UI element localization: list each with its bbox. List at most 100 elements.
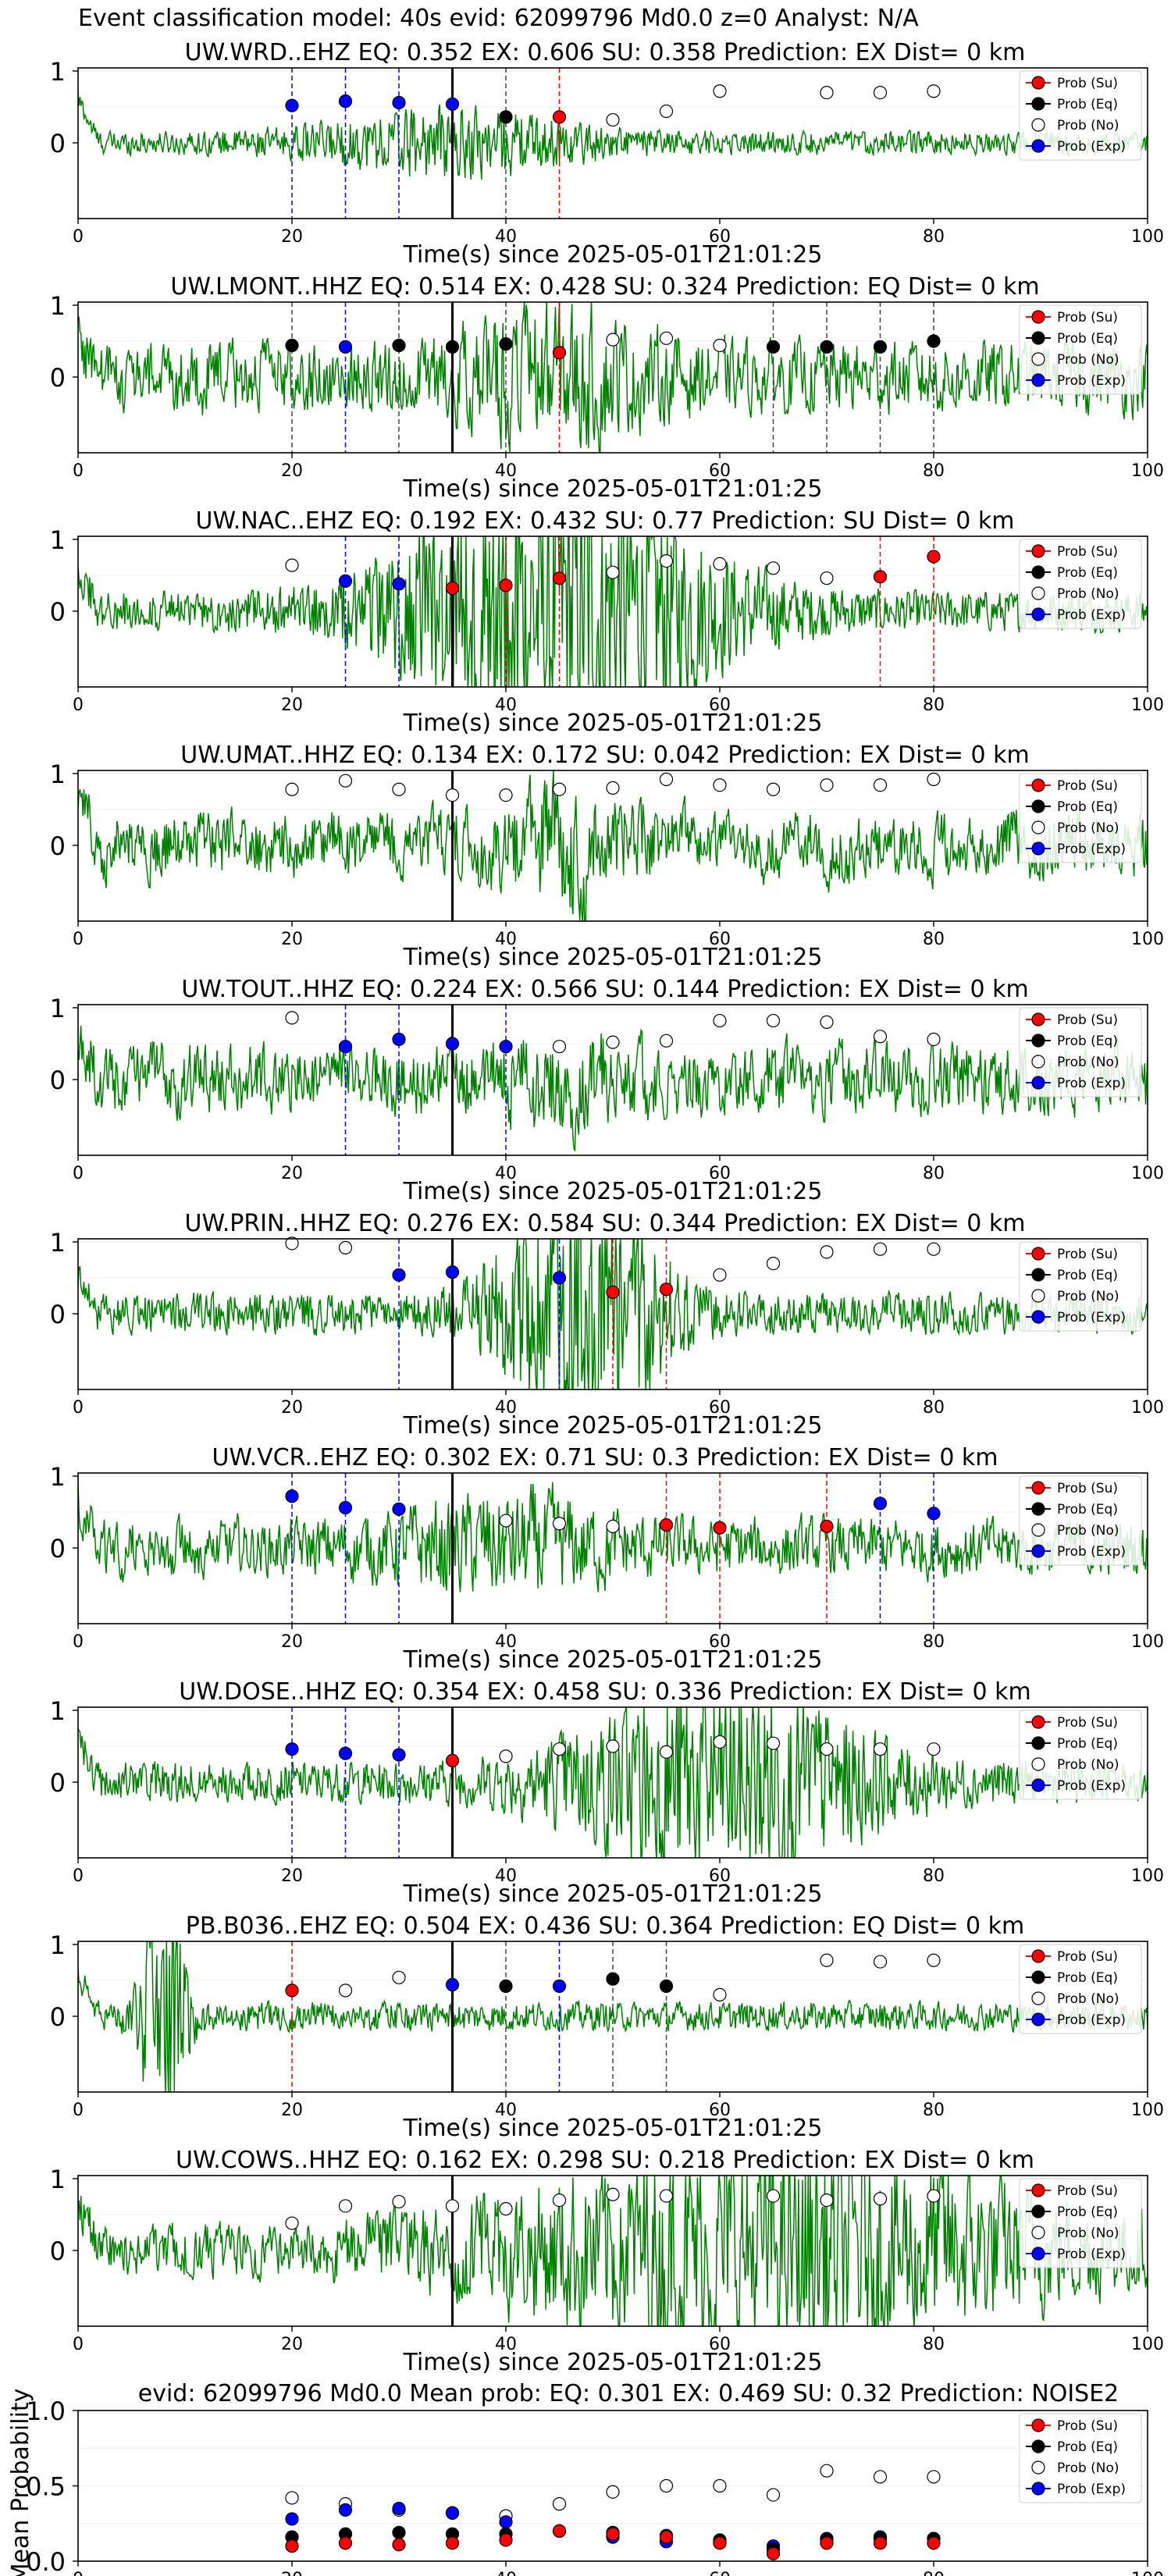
legend-marker: [1031, 1736, 1045, 1750]
prob-point-no: [659, 772, 674, 786]
station-panel: PB.B036..EHZ EQ: 0.504 EX: 0.436 SU: 0.3…: [50, 1912, 1164, 2142]
mean-point-su: [659, 2530, 674, 2544]
prob-point-exp: [338, 1500, 353, 1515]
mean-point-su: [445, 2536, 460, 2550]
mean-point-no: [713, 2478, 727, 2493]
x-tick-label: 20: [281, 2335, 303, 2354]
x-tick-label: 20: [281, 2570, 303, 2576]
prob-point-no: [659, 104, 674, 119]
mean-point-su: [606, 2527, 620, 2541]
legend-label: Prob (Eq): [1057, 1970, 1118, 1986]
legend-label: Prob (No): [1057, 1289, 1119, 1304]
x-tick-label: 0: [73, 1632, 84, 1652]
x-tick-label: 0: [73, 227, 84, 247]
legend-box: [1019, 539, 1142, 629]
legend-marker: [1031, 2012, 1045, 2026]
panel-title: UW.NAC..EHZ EQ: 0.192 EX: 0.432 SU: 0.77…: [196, 507, 1015, 535]
prob-point-no: [499, 1749, 513, 1763]
y-tick-label: 0.0: [26, 2547, 66, 2576]
mean-point-exp: [445, 2506, 460, 2520]
prob-point-exp: [338, 1040, 353, 1054]
mean-point-no: [927, 2470, 941, 2484]
prob-point-exp: [392, 1502, 406, 1516]
panel-title: PB.B036..EHZ EQ: 0.504 EX: 0.436 SU: 0.3…: [186, 1912, 1025, 1940]
x-tick-label: 40: [495, 1398, 517, 1418]
waveform-trace: [78, 2176, 1148, 2326]
legend-marker: [1031, 820, 1045, 834]
prob-point-no: [606, 781, 620, 795]
legend-marker: [1031, 373, 1045, 387]
prob-point-no: [552, 1742, 567, 1756]
prob-point-exp: [392, 1032, 406, 1047]
prob-point-no: [445, 788, 460, 802]
x-tick-label: 60: [709, 2570, 731, 2576]
prob-point-no: [820, 1015, 834, 1030]
y-tick-label: 0: [50, 597, 66, 627]
prob-point-exp: [338, 1746, 353, 1760]
mean-point-exp: [338, 2503, 353, 2517]
x-tick-label: 20: [281, 1398, 303, 1418]
legend-label: Prob (Exp): [1057, 2012, 1126, 2028]
mean-point-su: [927, 2536, 941, 2550]
mean-point-no: [766, 2488, 781, 2502]
prob-point-eq: [499, 337, 513, 351]
legend-label: Prob (Exp): [1057, 1310, 1126, 1325]
prob-point-no: [659, 553, 674, 568]
legend-marker: [1031, 1481, 1045, 1495]
mean-point-no: [606, 2485, 620, 2499]
legend-marker: [1031, 139, 1045, 153]
y-tick-label: 1: [50, 525, 66, 555]
legend-label: Prob (Su): [1057, 1715, 1118, 1731]
station-panel: UW.NAC..EHZ EQ: 0.192 EX: 0.432 SU: 0.77…: [50, 507, 1164, 737]
prob-point-no: [820, 1742, 834, 1756]
panel-title: UW.LMONT..HHZ EQ: 0.514 EX: 0.428 SU: 0.…: [170, 273, 1039, 301]
x-tick-label: 20: [281, 696, 303, 715]
prob-point-no: [659, 331, 674, 345]
legend-marker: [1031, 1268, 1045, 1282]
prob-point-su: [873, 570, 888, 584]
legend-label: Prob (No): [1057, 1991, 1119, 2007]
legend-marker: [1031, 778, 1045, 792]
x-tick-label: 40: [495, 2570, 517, 2576]
legend-label: Prob (Exp): [1057, 2482, 1126, 2497]
y-tick-label: 1: [50, 291, 66, 321]
prob-point-no: [713, 84, 727, 98]
legend-marker: [1031, 1502, 1045, 1516]
legend-marker: [1031, 1544, 1045, 1558]
legend-label: Prob (Eq): [1057, 1736, 1118, 1752]
legend-marker: [1031, 1055, 1045, 1069]
legend-marker: [1031, 1523, 1045, 1537]
x-tick-label: 0: [73, 461, 84, 481]
legend-marker: [1031, 352, 1045, 366]
legend-label: Prob (Exp): [1057, 841, 1126, 857]
x-tick-label: 100: [1131, 461, 1164, 481]
station-panel: UW.WRD..EHZ EQ: 0.352 EX: 0.606 SU: 0.35…: [50, 39, 1164, 269]
prob-point-no: [873, 1742, 888, 1756]
legend-marker: [1031, 118, 1045, 132]
prob-point-eq: [659, 1979, 674, 1993]
legend-marker: [1031, 607, 1045, 621]
x-tick-label: 60: [709, 227, 731, 247]
legend-label: Prob (Exp): [1057, 2247, 1126, 2262]
x-tick-label: 0: [73, 2101, 84, 2120]
prob-point-su: [820, 1519, 834, 1534]
waveform-trace: [78, 1025, 1148, 1151]
y-tick-label: 0: [50, 1066, 66, 1095]
prob-point-no: [927, 2189, 941, 2203]
prob-point-su: [659, 1283, 674, 1297]
legend-label: Prob (Exp): [1057, 373, 1126, 389]
x-tick-label: 40: [495, 930, 517, 949]
legend-box: [1019, 2413, 1142, 2503]
y-axis-title: Mean Probability: [7, 2389, 34, 2576]
prob-point-eq: [499, 110, 513, 124]
prob-point-exp: [392, 577, 406, 591]
prob-point-eq: [766, 340, 781, 354]
prob-point-exp: [445, 1037, 460, 1051]
prob-point-su: [445, 1753, 460, 1767]
prob-point-no: [713, 778, 727, 792]
prob-point-no: [766, 1013, 781, 1028]
figure-title: Event classification model: 40s evid: 62…: [78, 5, 919, 32]
waveform-trace: [78, 302, 1148, 453]
mean-point-exp: [392, 2501, 406, 2516]
legend-marker: [1031, 1778, 1045, 1792]
